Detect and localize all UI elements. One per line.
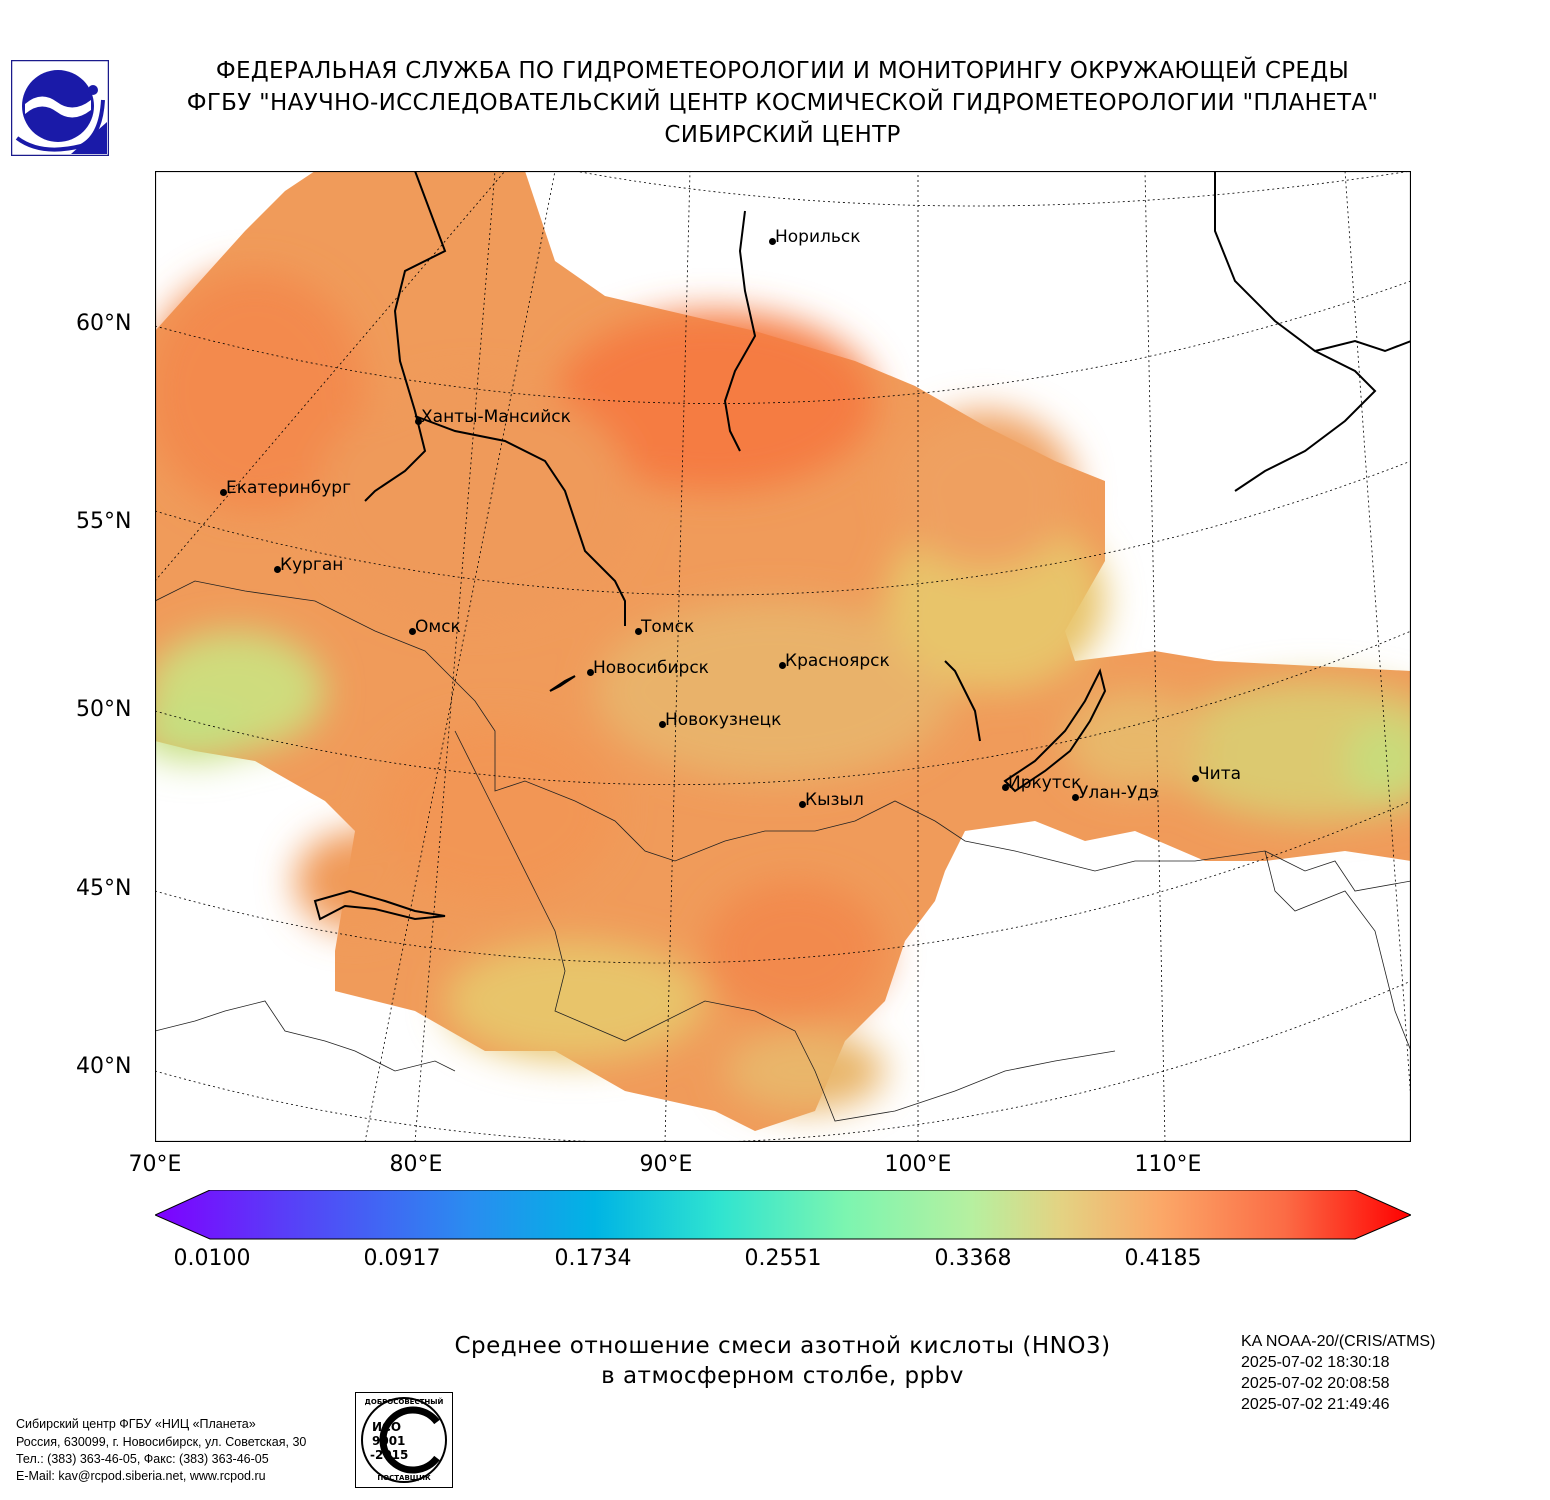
lon-label-80: 80°E [389, 1152, 443, 1177]
header-line-1: ФЕДЕРАЛЬНАЯ СЛУЖБА ПО ГИДРОМЕТЕОРОЛОГИИ … [215, 58, 1350, 84]
city-marker [799, 801, 806, 808]
satellite-time-3: 2025-07-02 21:49:46 [1241, 1396, 1390, 1413]
colorbar-tick-4: 0.3368 [934, 1246, 1012, 1271]
colorbar-tick-2: 0.1734 [554, 1246, 632, 1271]
satellite-name: KA NOAA-20/(CRIS/ATMS) [1241, 1333, 1436, 1350]
city-marker [779, 662, 786, 669]
city-marker [1192, 775, 1199, 782]
satellite-time-1: 2025-07-02 18:30:18 [1241, 1354, 1390, 1371]
city-marker [220, 489, 227, 496]
map-frame: Норильск Ханты-Мансийск Екатеринбург Кур… [154, 170, 1412, 1143]
iso-badge-top-text: ДОБРОСОВЕСТНЫЙ [364, 1398, 444, 1406]
angara-river [944, 660, 981, 742]
city-marker [587, 669, 594, 676]
country-border [1264, 850, 1411, 1052]
satellite-time-2: 2025-07-02 20:08:58 [1241, 1375, 1390, 1392]
colorbar-tick-5: 0.4185 [1124, 1246, 1202, 1271]
lon-label-100: 100°E [884, 1152, 952, 1177]
country-border [155, 1000, 456, 1072]
lat-label-55: 55°N [76, 509, 132, 534]
lat-label-40: 40°N [76, 1054, 132, 1079]
footer-email: E-Mail: kav@rcpod.siberia.net, www.rcpod… [16, 1469, 266, 1483]
irtysh-river [414, 415, 626, 626]
country-border [454, 730, 1116, 1122]
city-marker [409, 628, 416, 635]
lat-label-60: 60°N [76, 311, 132, 336]
city-marker [1072, 794, 1079, 801]
caption-line-1: Среднее отношение смеси азотной кислоты … [454, 1333, 1111, 1359]
header-line-3: СИБИРСКИЙ ЦЕНТР [664, 122, 901, 148]
chany-lake [549, 675, 576, 692]
city-marker [1002, 784, 1009, 791]
lon-label-110: 110°E [1134, 1152, 1202, 1177]
iso-badge-number: 9001 [372, 1434, 406, 1448]
baikal-lake [1003, 668, 1107, 793]
colorbar-tick-3: 0.2551 [744, 1246, 822, 1271]
lat-label-45: 45°N [76, 876, 132, 901]
lena-river [1234, 350, 1377, 492]
lon-label-90: 90°E [639, 1152, 693, 1177]
footer-phone: Тел.: (383) 363-46-05, Факс: (383) 363-4… [16, 1452, 269, 1466]
colorbar-tick-0: 0.0100 [173, 1246, 251, 1271]
colorbar-tick-1: 0.0917 [363, 1246, 441, 1271]
map-canvas [154, 170, 1412, 1143]
iso-badge-iso: ИСО [372, 1420, 402, 1434]
colorbar [153, 1189, 1413, 1240]
iso-9001-badge: ДОБРОСОВЕСТНЫЙ ИСО 9001 -2015 ПОСТАВЩИК [355, 1392, 453, 1488]
iso-badge-bottom-text: ПОСТАВЩИК [377, 1474, 431, 1482]
balkhash-lake [313, 889, 446, 921]
lat-label-50: 50°N [76, 697, 132, 722]
header-line-2: ФГБУ "НАУЧНО-ИССЛЕДОВАТЕЛЬСКИЙ ЦЕНТР КОС… [186, 90, 1379, 116]
footer-org: Сибирский центр ФГБУ «НИЦ «Планета» [16, 1417, 256, 1431]
city-marker [274, 566, 281, 573]
footer-address: Россия, 630099, г. Новосибирск, ул. Сове… [16, 1435, 307, 1449]
lena-river [1214, 171, 1411, 353]
planeta-logo [10, 59, 110, 157]
yenisei-river [723, 210, 757, 452]
iso-badge-year: -2015 [370, 1448, 409, 1462]
lon-label-70: 70°E [128, 1152, 182, 1177]
city-marker [769, 238, 776, 245]
caption-line-2: в атмосферном столбе, ppbv [601, 1363, 964, 1389]
ob-river [364, 171, 447, 502]
city-marker [659, 721, 666, 728]
country-border [155, 580, 1411, 892]
city-marker [635, 628, 642, 635]
city-marker [415, 418, 422, 425]
